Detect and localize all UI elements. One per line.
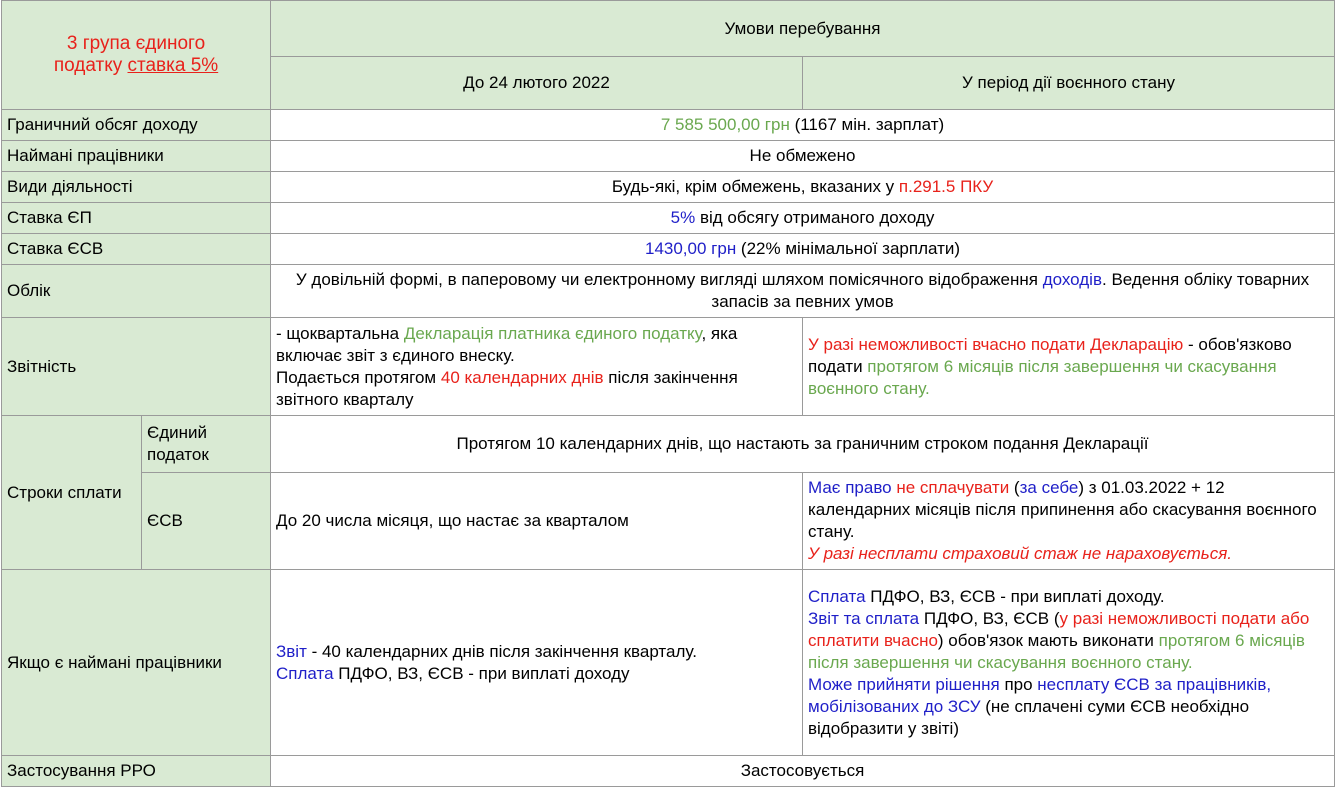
esv-payment-before: До 20 числа місяця, що настає за квартал…	[270, 472, 803, 570]
hired-payment: Сплата	[276, 663, 334, 683]
accounting-text-2: . Ведення обліку товарних запасів за пев…	[711, 270, 1310, 311]
reporting-war-text: - обов'язково подати	[808, 334, 1292, 376]
hired-war-note: (не сплачені суми ЄСВ необхідно відобраз…	[808, 696, 1250, 738]
rro-label: Застосування РРО	[1, 755, 271, 787]
hired-war-condition: у разі неможливості подати або сплатити …	[808, 608, 1310, 650]
hired-before: Звіт - 40 календарних днів після закінче…	[270, 569, 803, 756]
pku-reference: п.291.5 ПКУ	[898, 177, 994, 196]
ep-rate-percent: 5%	[670, 208, 696, 227]
hired-report: Звіт	[276, 641, 307, 661]
hired-war-payment: Сплата	[808, 586, 866, 606]
reporting-deadline: 40 календарних днів	[440, 367, 604, 387]
payment-label: Строки сплати	[1, 415, 142, 570]
esv-for-self: за себе	[1019, 478, 1079, 497]
income-label: Граничний обсяг доходу	[1, 109, 271, 141]
esv-period-text: ) з 01.03.2022 + 12 календарних місяців …	[808, 478, 1317, 541]
esv-warning: У разі несплати страховий стаж не нарахо…	[808, 544, 1233, 563]
hired-war-obligation: ) обов'язок мають виконати	[937, 630, 1159, 650]
accounting-value: У довільній формі, в паперовому чи елект…	[269, 264, 1335, 318]
reporting-war-condition: У разі неможливості вчасно подати Деклар…	[808, 334, 1184, 354]
accounting-income: доходів	[1042, 270, 1102, 289]
hired-label: Якщо є наймані працівники	[1, 569, 271, 756]
single-tax-label: Єдиний податок	[141, 415, 271, 473]
conditions-header: Умови перебування	[269, 0, 1335, 57]
single-tax-value: Протягом 10 календарних днів, що настают…	[269, 415, 1335, 473]
hired-war-non-payment: несплату ЄСВ за працівників, мобілізован…	[808, 674, 1272, 716]
esv-payment-label: ЄСВ	[141, 472, 271, 570]
title-line-2: податку	[53, 55, 128, 76]
reporting-before-text-4: після закінчення звітного кварталу	[276, 367, 738, 409]
esv-right: Має право	[808, 478, 892, 497]
ep-rate-label: Ставка ЄП	[1, 202, 271, 234]
rro-value: Застосовується	[269, 755, 1335, 787]
hired-war-payment-text: ПДФО, ВЗ, ЄСВ - при виплаті доходу.	[865, 586, 1165, 606]
hired-war-deadline: протягом 6 місяців після завершення чи с…	[808, 630, 1305, 672]
hired-war: Сплата ПДФО, ВЗ, ЄСВ - при виплаті доход…	[801, 569, 1335, 756]
hired-war-report: Звіт та сплата	[808, 608, 920, 628]
reporting-before-text-1: - щоквартальна	[276, 323, 404, 343]
accounting-text-1: У довільній формі, в паперовому чи елект…	[295, 270, 1043, 289]
accounting-label: Облік	[1, 264, 271, 318]
activities-label: Види діяльності	[1, 171, 271, 203]
reporting-before-text-2: , яка включає звіт з єдиного внеску.	[276, 323, 738, 365]
war-header: У період дії воєнного стану	[801, 56, 1335, 110]
reporting-label: Звітність	[1, 317, 271, 416]
employees-label: Наймані працівники	[1, 140, 271, 172]
ep-rate-text: від обсягу отриманого доходу	[695, 208, 935, 227]
reporting-war-deadline: протягом 6 місяців після завершення чи с…	[808, 356, 1277, 398]
declaration-name: Декларація платника єдиного податку	[403, 323, 702, 343]
esv-rate-amount: 1430,00 грн	[644, 239, 737, 258]
reporting-war: У разі неможливості вчасно подати Деклар…	[801, 317, 1335, 416]
income-amount: 7 585 500,00 грн	[660, 115, 790, 134]
hired-war-about: про	[999, 674, 1038, 694]
before-header: До 24 лютого 2022	[270, 56, 803, 110]
rate-5-percent-link[interactable]: ставка 5%	[127, 55, 219, 76]
reporting-before-text-3: Подається протягом	[276, 367, 441, 387]
esv-not-pay: не сплачувати	[896, 478, 1010, 497]
hired-war-report-text: ПДФО, ВЗ, ЄСВ (	[919, 608, 1060, 628]
esv-rate-label: Ставка ЄСВ	[1, 233, 271, 265]
esv-payment-war: Має право не сплачувати (за себе) з 01.0…	[801, 472, 1335, 570]
reporting-before: - щоквартальна Декларація платника єдино…	[270, 317, 803, 416]
hired-war-decision: Може прийняти рішення	[808, 674, 1000, 694]
income-note: (1167 мін. зарплат)	[789, 115, 945, 134]
income-value: 7 585 500,00 грн (1167 мін. зарплат)	[269, 109, 1335, 141]
hired-report-text: - 40 календарних днів після закінчення к…	[306, 641, 697, 661]
table-title: 3 група єдиного податку ставка 5%	[1, 0, 271, 110]
esv-rate-value: 1430,00 грн (22% мінімальної зарплати)	[269, 233, 1335, 265]
employees-value: Не обмежено	[269, 140, 1335, 172]
activities-text: Будь-які, крім обмежень, вказаних у	[611, 177, 899, 196]
ep-rate-value: 5% від обсягу отриманого доходу	[269, 202, 1335, 234]
esv-rate-text: (22% мінімальної зарплати)	[736, 239, 961, 258]
hired-payment-text: ПДФО, ВЗ, ЄСВ - при виплаті доходу	[333, 663, 630, 683]
esv-paren-open: (	[1009, 478, 1020, 497]
title-line-1: 3 група єдиного	[66, 33, 206, 54]
activities-value: Будь-які, крім обмежень, вказаних у п.29…	[269, 171, 1335, 203]
